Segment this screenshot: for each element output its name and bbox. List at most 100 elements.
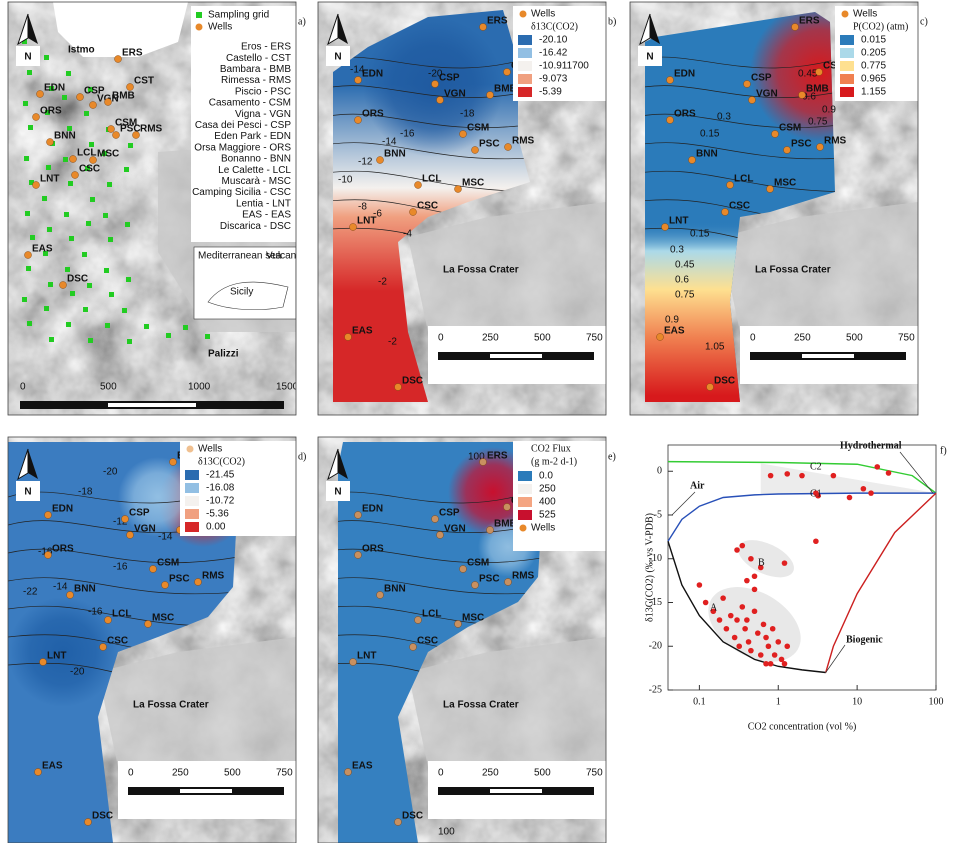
- contour-label: 0.15: [700, 129, 720, 140]
- north-label: N: [646, 52, 653, 63]
- data-point: [868, 490, 874, 496]
- contour-label: 0.3: [717, 112, 731, 123]
- data-point: [720, 595, 726, 601]
- annotation: Hydrothermal: [840, 440, 902, 451]
- well-label: RMS: [824, 136, 847, 147]
- well-label: PSC: [479, 139, 500, 150]
- data-point: [831, 473, 837, 479]
- well: [816, 69, 823, 76]
- data-point: [763, 661, 769, 667]
- contour-label: -4: [403, 229, 412, 240]
- well-label: CSC: [79, 164, 100, 175]
- well: [437, 532, 444, 539]
- well-label: ORS: [362, 544, 384, 555]
- contour-label: -14: [53, 582, 68, 593]
- well-label: LNT: [47, 651, 66, 662]
- data-point: [799, 473, 805, 479]
- well: [77, 94, 84, 101]
- sampling-point: [25, 211, 30, 216]
- data-point: [752, 573, 758, 579]
- map-body: -14-20-18-16-14-12-10-8-6-4-2-2ERSCSTEDN…: [318, 2, 614, 415]
- well-list-item: Piscio - PSC: [235, 86, 291, 97]
- data-point: [847, 495, 853, 501]
- annotation-arrow: [826, 645, 845, 673]
- well: [105, 617, 112, 624]
- legend-label: -5.39: [539, 87, 562, 98]
- sampling-point: [70, 291, 75, 296]
- contour-label: 0.9: [822, 105, 836, 116]
- well: [60, 282, 67, 289]
- north-label: N: [24, 52, 31, 63]
- sampling-point: [205, 334, 210, 339]
- data-point: [761, 622, 767, 628]
- well: [150, 566, 157, 573]
- well-list-item: Muscarà - MSC: [222, 176, 291, 187]
- well-label: VGN: [444, 524, 466, 535]
- sampling-point: [144, 324, 149, 329]
- well-label: ERS: [799, 16, 820, 27]
- well-list-item: Bambara - BMB: [220, 64, 291, 75]
- well: [355, 117, 362, 124]
- map-panel: -14-20-18-16-14-12-10-8-6-4-2-2ERSCSTEDN…: [318, 2, 616, 415]
- scale-label: 250: [172, 768, 189, 779]
- well: [25, 252, 32, 259]
- inset-label: Vulcano: [266, 251, 302, 262]
- sampling-point: [68, 181, 73, 186]
- data-point: [758, 652, 764, 658]
- well: [749, 97, 756, 104]
- data-point: [784, 471, 790, 477]
- well-label: DSC: [402, 376, 423, 387]
- map-body: 100200100ERSCSTEDNCSPVGNBMBORSCSMPSCRMSB…: [318, 437, 614, 843]
- x-tick-label: 10: [852, 696, 862, 707]
- legend: WellsP(CO2) (atm)0.0150.2050.7750.9651.1…: [835, 6, 918, 101]
- well-label: LNT: [357, 216, 376, 227]
- legend-label: -21.45: [206, 470, 235, 481]
- well: [792, 24, 799, 31]
- well: [90, 157, 97, 164]
- sampling-point: [65, 267, 70, 272]
- legend-swatch: [185, 483, 199, 493]
- group-area: [733, 532, 800, 585]
- place-label: La Fossa Crater: [443, 265, 519, 276]
- legend: Wellsδ13C(CO2)-20.10-16.42-10.911700-9.0…: [513, 6, 606, 101]
- legend-label: 400: [539, 497, 556, 508]
- scale-bar-mid: [802, 354, 854, 358]
- sampling-point: [105, 323, 110, 328]
- sampling-point: [42, 196, 47, 201]
- well: [395, 819, 402, 826]
- legend-swatch: [518, 61, 532, 71]
- inset: Mediterranean seaVulcanoSicily: [194, 247, 302, 319]
- well-label: LCL: [422, 609, 441, 620]
- well: [115, 56, 122, 63]
- well-list-item: Le Calette - LCL: [218, 165, 291, 176]
- well: [90, 102, 97, 109]
- legend-label: -9.073: [539, 74, 568, 85]
- legend-swatch: [185, 522, 199, 532]
- data-point: [748, 648, 754, 654]
- well: [767, 186, 774, 193]
- contour-label: -10: [338, 175, 353, 186]
- well-label: LNT: [357, 651, 376, 662]
- well: [350, 224, 357, 231]
- well: [487, 527, 494, 534]
- well-label: EDN: [44, 83, 65, 94]
- contour-label: -14: [382, 137, 397, 148]
- well-list-item: Bonanno - BNN: [221, 154, 291, 165]
- well-label: ERS: [122, 48, 143, 59]
- well-label: DSC: [402, 811, 423, 822]
- sampling-point: [88, 338, 93, 343]
- sampling-point: [66, 71, 71, 76]
- well-label: CSP: [129, 508, 150, 519]
- well: [410, 209, 417, 216]
- contour-label: -16: [88, 607, 103, 618]
- data-point: [782, 560, 788, 566]
- well: [350, 659, 357, 666]
- data-point: [766, 643, 772, 649]
- well: [105, 99, 112, 106]
- data-point: [742, 626, 748, 632]
- well: [37, 91, 44, 98]
- scale-label: 500: [534, 768, 551, 779]
- legend-title: δ13C(CO2): [531, 21, 578, 32]
- scale-label: 500: [534, 333, 551, 344]
